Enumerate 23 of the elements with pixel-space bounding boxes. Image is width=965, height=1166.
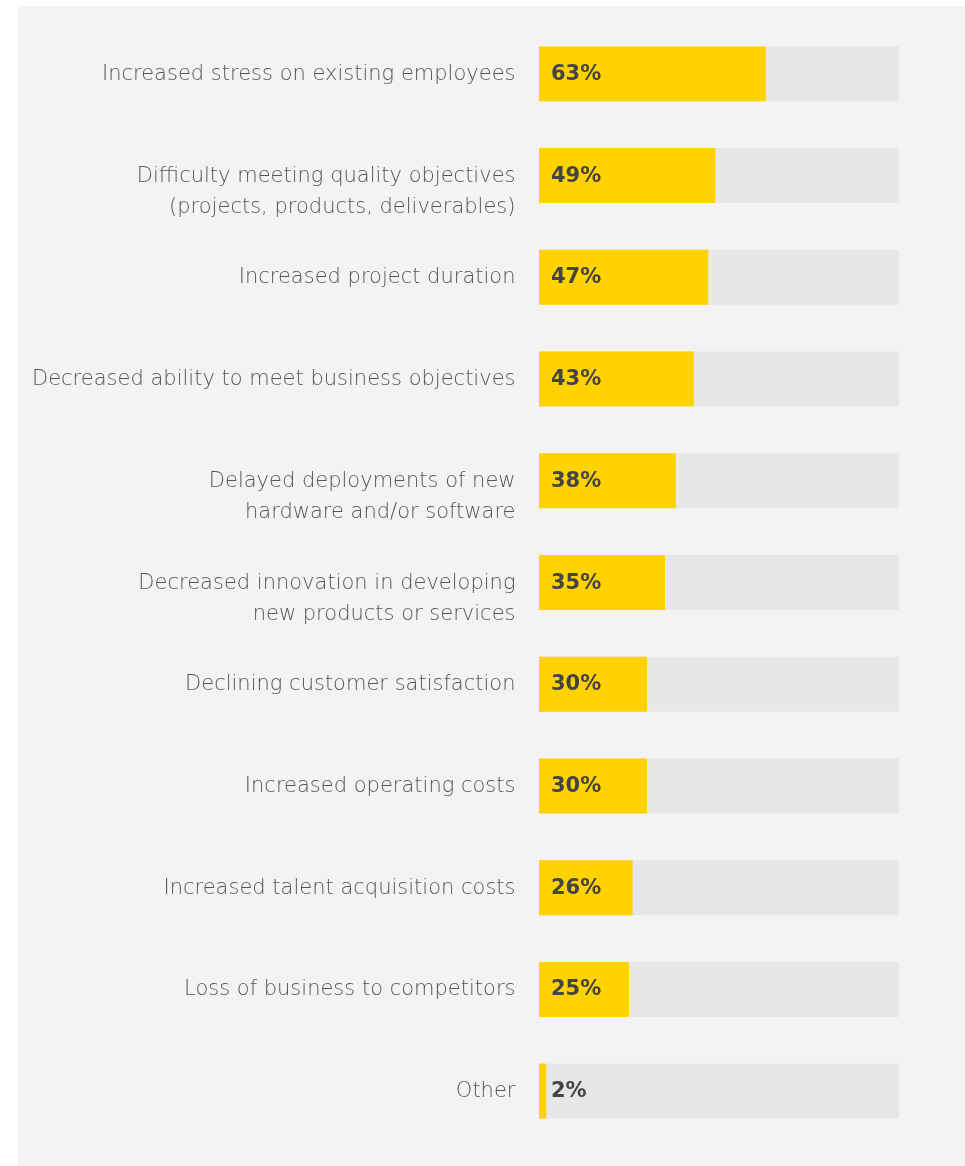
y-tick-label: Difficulty meeting quality objectives (projects, products, deliverables) [136, 162, 516, 218]
y-tick-label: Decreased ability to meet business objectives [31, 366, 516, 391]
data-label: 2% [551, 1078, 587, 1103]
data-label: 26% [551, 874, 602, 899]
y-tick-label: Decreased innovation in developing new products or services [138, 569, 516, 625]
y-tick-label: Increased operating costs [244, 772, 516, 797]
data-label: 30% [551, 671, 602, 696]
data-label: 43% [551, 366, 602, 391]
y-tick-label: Increased stress on existing employees [101, 60, 516, 85]
y-tick-label: Delayed deployments of new hardware and/or software [208, 467, 516, 523]
data-label: 30% [551, 772, 602, 797]
data-label: 25% [551, 976, 602, 1001]
y-tick-label: Increased project duration [238, 264, 516, 289]
y-tick-label: Loss of business to competitors [184, 976, 516, 1001]
y-tick-label: Increased talent acquisition costs [163, 874, 516, 899]
data-label: 47% [551, 264, 602, 289]
y-tick-label: Other [455, 1078, 516, 1103]
data-label: 49% [551, 162, 602, 187]
y-tick-label: Declining customer satisfaction [185, 671, 516, 696]
data-label: 38% [551, 467, 602, 492]
bar [539, 1063, 547, 1119]
data-label: 63% [551, 60, 602, 85]
data-label: 35% [551, 569, 602, 594]
